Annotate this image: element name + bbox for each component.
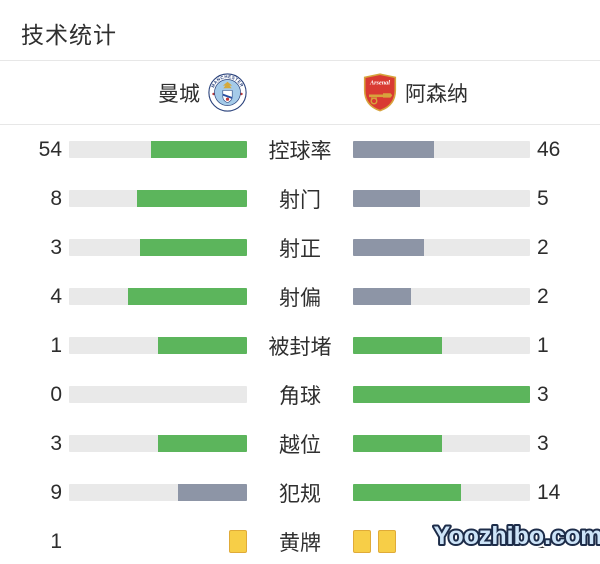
away-team-name: 阿森纳 xyxy=(405,82,468,106)
away-bar-fill xyxy=(353,484,461,501)
home-bar-track xyxy=(69,239,247,256)
yellow-card-icon xyxy=(378,530,396,553)
home-bar-fill xyxy=(177,484,247,501)
home-bar-fill xyxy=(158,435,247,452)
teams-row: 曼城 MANCHESTER CITY xyxy=(0,61,600,124)
stat-label: 角球 xyxy=(279,384,321,408)
away-value: 1 xyxy=(537,333,549,357)
away-bar-track xyxy=(353,288,530,305)
page-title: 技术统计 xyxy=(21,22,117,48)
home-value: 3 xyxy=(50,235,62,259)
stat-row: 3 射正 2 xyxy=(0,223,600,272)
home-bar-track xyxy=(69,484,247,501)
stat-label: 黄牌 xyxy=(279,531,321,555)
stat-label: 被封堵 xyxy=(268,335,332,359)
home-bar-track xyxy=(69,141,247,158)
arsenal-crest-icon: Arsenal xyxy=(363,73,397,112)
svg-text:Arsenal: Arsenal xyxy=(369,80,390,87)
stat-row: 54 控球率 46 xyxy=(0,125,600,174)
home-bar-track xyxy=(69,288,247,305)
away-value: 2 xyxy=(537,235,549,259)
home-value: 1 xyxy=(50,529,62,553)
home-bar-track xyxy=(69,435,247,452)
home-bar-track xyxy=(69,337,247,354)
away-bar-track xyxy=(353,484,530,501)
home-bar-fill xyxy=(136,190,247,207)
home-bar-track xyxy=(69,190,247,207)
away-bar-fill xyxy=(353,190,421,207)
away-value: 3 xyxy=(537,431,549,455)
away-bar-track xyxy=(353,337,530,354)
teams-divider xyxy=(0,124,600,125)
home-value: 54 xyxy=(38,137,62,161)
away-bar-fill xyxy=(353,288,412,305)
stat-row: 1 黄牌 2 xyxy=(0,517,600,564)
away-bar-track xyxy=(353,239,530,256)
home-bar-fill xyxy=(127,288,247,305)
home-bar-fill xyxy=(150,141,247,158)
manchester-city-crest-icon: MANCHESTER CITY xyxy=(208,73,247,112)
away-bar-fill xyxy=(353,337,442,354)
home-cards xyxy=(69,530,247,553)
home-team-name: 曼城 xyxy=(158,82,200,106)
away-bar-track xyxy=(353,386,530,403)
team-home: 曼城 MANCHESTER CITY xyxy=(69,73,247,112)
home-value: 3 xyxy=(50,431,62,455)
away-value: 2 xyxy=(537,529,549,553)
stat-row: 1 被封堵 1 xyxy=(0,321,600,370)
stat-label: 射偏 xyxy=(279,286,321,310)
header-divider xyxy=(0,60,600,61)
panel-header: 技术统计 xyxy=(0,0,600,60)
yellow-card-icon xyxy=(353,530,371,553)
away-bar-track xyxy=(353,190,530,207)
home-bar-fill xyxy=(140,239,247,256)
away-bar-fill xyxy=(353,239,424,256)
stat-label: 射正 xyxy=(279,237,321,261)
stat-label: 射门 xyxy=(279,188,321,212)
home-value: 0 xyxy=(50,382,62,406)
away-value: 5 xyxy=(537,186,549,210)
away-bar-fill xyxy=(353,386,530,403)
home-bar-fill xyxy=(158,337,247,354)
team-away: Arsenal 阿森纳 xyxy=(353,73,530,112)
stat-row: 9 犯规 14 xyxy=(0,468,600,517)
stat-row: 8 射门 5 xyxy=(0,174,600,223)
away-bar-track xyxy=(353,435,530,452)
stat-row: 0 角球 3 xyxy=(0,370,600,419)
away-bar-fill xyxy=(353,141,435,158)
away-value: 46 xyxy=(537,137,561,161)
home-value: 8 xyxy=(50,186,62,210)
stat-label: 犯规 xyxy=(279,482,321,506)
away-bar-fill xyxy=(353,435,442,452)
away-cards xyxy=(353,530,530,553)
home-value: 9 xyxy=(50,480,62,504)
yellow-card-icon xyxy=(229,530,247,553)
stats-list: 54 控球率 46 8 射门 5 3 射正 2 4 射偏 2 1 被封堵 1 0 角球 3 3 越位 3 9 犯规 14 1 黄牌… xyxy=(0,125,600,564)
stat-label: 控球率 xyxy=(268,139,332,163)
home-value: 1 xyxy=(50,333,62,357)
home-bar-track xyxy=(69,386,247,403)
home-value: 4 xyxy=(50,284,62,308)
stat-row: 3 越位 3 xyxy=(0,419,600,468)
away-value: 3 xyxy=(537,382,549,406)
stat-label: 越位 xyxy=(279,433,321,457)
away-value: 14 xyxy=(537,480,561,504)
stat-row: 4 射偏 2 xyxy=(0,272,600,321)
away-value: 2 xyxy=(537,284,549,308)
away-bar-track xyxy=(353,141,530,158)
